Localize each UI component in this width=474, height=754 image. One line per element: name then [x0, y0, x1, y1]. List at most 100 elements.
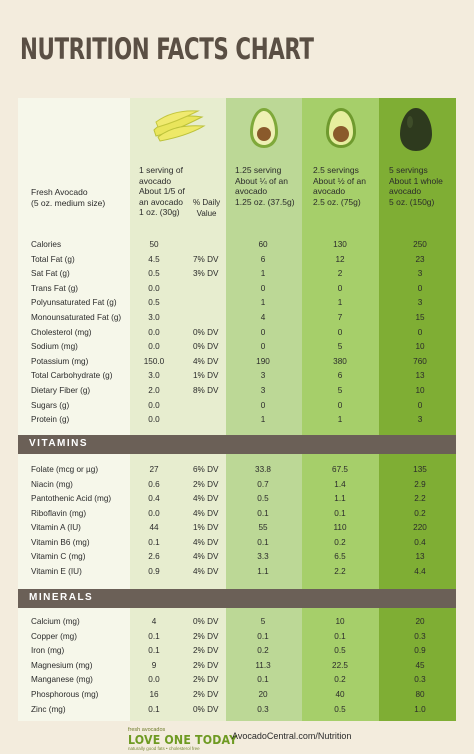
- cell-v4: 0.3: [414, 675, 426, 684]
- cell-v4: 23: [415, 255, 425, 264]
- cell-v2: 0.1: [257, 538, 269, 547]
- row-label: Polyunsaturated Fat (g): [31, 298, 117, 307]
- brand-logo: fresh avocados LOVE ONE TODAY naturally …: [128, 727, 252, 751]
- cell-v1: 0.0: [148, 509, 160, 518]
- column-5-servings: [379, 98, 456, 721]
- cell-daily-value: 4% DV: [193, 494, 219, 503]
- cell-v3: 1.4: [334, 480, 346, 489]
- cell-v4: 0: [417, 328, 423, 337]
- cell-v1: 0.6: [148, 480, 160, 489]
- cell-daily-value: 4% DV: [193, 357, 219, 366]
- cell-v4: 760: [413, 357, 427, 366]
- cell-v2: 3: [260, 386, 266, 395]
- header-serving-1: 1 serving of avocado About 1/5 of an avo…: [139, 165, 185, 217]
- cell-daily-value: 0% DV: [193, 328, 219, 337]
- cell-v1: 0.5: [148, 298, 160, 307]
- cell-v1: 2.0: [148, 386, 160, 395]
- cell-v4: 0.2: [414, 509, 426, 518]
- cell-v4: 3: [417, 415, 423, 424]
- cell-v1: 0.0: [148, 415, 160, 424]
- cell-v2: 3: [260, 371, 266, 380]
- vitamins-band: VITAMINS: [18, 435, 456, 454]
- row-label: Vitamin B6 (mg): [31, 538, 90, 547]
- cell-v4: 1.0: [414, 705, 426, 714]
- cell-v4: 0.3: [414, 632, 426, 641]
- cell-v3: 2: [337, 269, 343, 278]
- header-serving-2-5: 2.5 servings About ½ of an avocado 2.5 o…: [313, 165, 366, 207]
- cell-v3: 7: [337, 313, 343, 322]
- cell-v4: 45: [415, 661, 425, 670]
- cell-v4: 0: [417, 284, 423, 293]
- cell-daily-value: 0% DV: [193, 705, 219, 714]
- cell-v1: 0.1: [148, 632, 160, 641]
- cell-v2: 20: [258, 690, 268, 699]
- cell-v1: 0.0: [148, 401, 160, 410]
- cell-v3: 22.5: [332, 661, 348, 670]
- cell-daily-value: 2% DV: [193, 480, 219, 489]
- cell-v1: 9: [151, 661, 157, 670]
- cell-v2: 1: [260, 298, 266, 307]
- cell-v1: 0.0: [148, 342, 160, 351]
- row-label: Monounsaturated Fat (g): [31, 313, 122, 322]
- cell-v4: 0: [417, 401, 423, 410]
- row-label: Sodium (mg): [31, 342, 78, 351]
- minerals-band: MINERALS: [18, 589, 456, 608]
- row-label: Iron (mg): [31, 646, 65, 655]
- cell-v1: 0.4: [148, 494, 160, 503]
- cell-v2: 0.3: [257, 705, 269, 714]
- row-label: Protein (g): [31, 415, 70, 424]
- cell-v2: 1: [260, 269, 266, 278]
- cell-daily-value: 3% DV: [193, 269, 219, 278]
- cell-v2: 0.1: [257, 509, 269, 518]
- row-label: Sugars (g): [31, 401, 70, 410]
- cell-v1: 0.1: [148, 705, 160, 714]
- cell-v2: 60: [258, 240, 268, 249]
- cell-v4: 13: [415, 371, 425, 380]
- cell-v4: 250: [413, 240, 427, 249]
- cell-daily-value: 6% DV: [193, 465, 219, 474]
- avocado-quarter-icon: [250, 108, 278, 148]
- cell-v3: 110: [333, 523, 347, 532]
- cell-daily-value: 2% DV: [193, 646, 219, 655]
- cell-v3: 12: [335, 255, 345, 264]
- row-label: Calories: [31, 240, 62, 249]
- cell-daily-value: 2% DV: [193, 661, 219, 670]
- cell-daily-value: 2% DV: [193, 690, 219, 699]
- row-label: Potassium (mg): [31, 357, 89, 366]
- cell-v2: 6: [260, 255, 266, 264]
- cell-v2: 1: [260, 415, 266, 424]
- cell-daily-value: 4% DV: [193, 509, 219, 518]
- cell-v2: 190: [256, 357, 270, 366]
- cell-v3: 67.5: [332, 465, 348, 474]
- row-label: Sat Fat (g): [31, 269, 70, 278]
- cell-v1: 44: [149, 523, 159, 532]
- cell-v2: 0.1: [257, 675, 269, 684]
- cell-v2: 11.3: [255, 661, 271, 670]
- cell-v3: 0.2: [334, 675, 346, 684]
- row-label: Total Carbohydrate (g): [31, 371, 113, 380]
- cell-daily-value: 2% DV: [193, 632, 219, 641]
- cell-v3: 1: [337, 298, 343, 307]
- row-label: Phosphorous (mg): [31, 690, 99, 699]
- row-label: Cholesterol (mg): [31, 328, 92, 337]
- cell-v1: 0.0: [148, 675, 160, 684]
- cell-v2: 0: [260, 342, 266, 351]
- cell-v1: 150.0: [143, 357, 165, 366]
- cell-v3: 1.1: [334, 494, 346, 503]
- cell-v1: 0.1: [148, 538, 160, 547]
- cell-daily-value: 4% DV: [193, 538, 219, 547]
- cell-v3: 10: [335, 617, 345, 626]
- cell-v3: 0: [337, 284, 343, 293]
- header-serving-1-25: 1.25 serving About ¼ of an avocado 1.25 …: [235, 165, 295, 207]
- cell-v3: 5: [337, 386, 343, 395]
- row-label: Total Fat (g): [31, 255, 75, 264]
- minerals-title: MINERALS: [29, 592, 94, 603]
- cell-v1: 3.0: [148, 313, 160, 322]
- column-1-serving: [130, 98, 226, 721]
- cell-v2: 0: [260, 401, 266, 410]
- row-label: Dietary Fiber (g): [31, 386, 91, 395]
- header-daily-value: % Daily Value: [193, 198, 221, 218]
- row-label: Vitamin E (IU): [31, 567, 82, 576]
- cell-v2: 0: [260, 328, 266, 337]
- cell-v4: 0.9: [414, 646, 426, 655]
